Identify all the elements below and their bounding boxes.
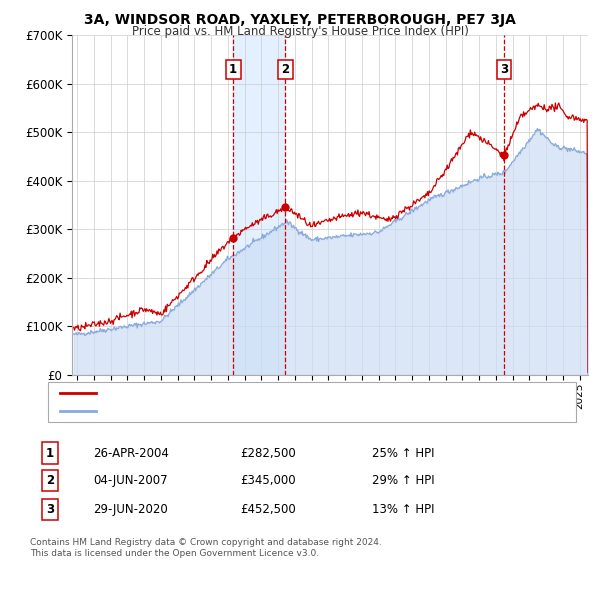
Text: £282,500: £282,500 [240, 447, 296, 460]
Text: 1: 1 [229, 63, 237, 76]
Text: 2: 2 [281, 63, 289, 76]
Text: Contains HM Land Registry data © Crown copyright and database right 2024.
This d: Contains HM Land Registry data © Crown c… [30, 538, 382, 558]
Text: £345,000: £345,000 [240, 474, 296, 487]
Text: 3A, WINDSOR ROAD, YAXLEY, PETERBOROUGH, PE7 3JA: 3A, WINDSOR ROAD, YAXLEY, PETERBOROUGH, … [84, 13, 516, 27]
Text: 3A, WINDSOR ROAD, YAXLEY, PETERBOROUGH, PE7 3JA (detached house): 3A, WINDSOR ROAD, YAXLEY, PETERBOROUGH, … [105, 388, 509, 398]
Text: 26-APR-2004: 26-APR-2004 [93, 447, 169, 460]
Text: 1: 1 [46, 447, 54, 460]
Text: 3: 3 [46, 503, 54, 516]
Text: Price paid vs. HM Land Registry's House Price Index (HPI): Price paid vs. HM Land Registry's House … [131, 25, 469, 38]
Text: £452,500: £452,500 [240, 503, 296, 516]
Text: 04-JUN-2007: 04-JUN-2007 [93, 474, 167, 487]
Text: 29-JUN-2020: 29-JUN-2020 [93, 503, 168, 516]
Text: 25% ↑ HPI: 25% ↑ HPI [372, 447, 434, 460]
Bar [233, 35, 285, 375]
Text: 2: 2 [46, 474, 54, 487]
Text: 13% ↑ HPI: 13% ↑ HPI [372, 503, 434, 516]
Text: HPI: Average price, detached house, Huntingdonshire: HPI: Average price, detached house, Hunt… [105, 407, 398, 417]
Text: 3: 3 [500, 63, 508, 76]
Text: 29% ↑ HPI: 29% ↑ HPI [372, 474, 434, 487]
